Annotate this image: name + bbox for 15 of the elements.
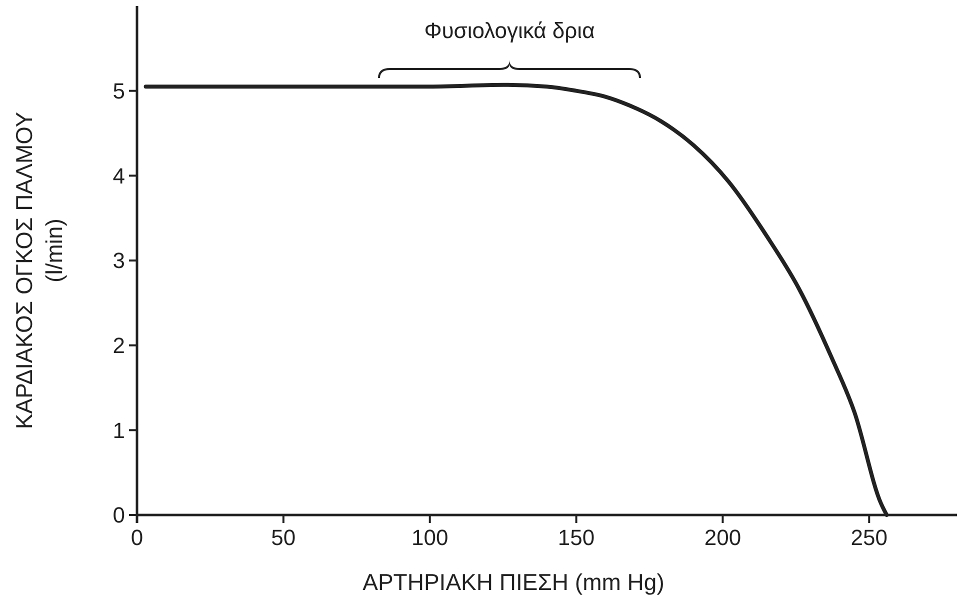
- y-tick-label: 5: [112, 78, 125, 104]
- y-tick-label: 3: [112, 248, 125, 274]
- x-tick-label: 250: [850, 525, 888, 550]
- y-tick-label: 1: [112, 418, 125, 443]
- x-tick-label: 150: [558, 525, 595, 550]
- y-axis-title: ΚΑΡΔΙΑΚΟΣ ΟΓΚΟΣ ΠΑΛΜΟΥ (l/min): [11, 112, 67, 430]
- y-tick-label: 4: [112, 163, 125, 188]
- x-tick-label: 200: [704, 525, 742, 550]
- x-tick-label: 100: [412, 525, 448, 550]
- x-tick-label: 50: [271, 525, 296, 550]
- x-axis-title: ΑΡΤΗΡΙΑΚΗ ΠΙΕΣΗ (mm Hg): [362, 569, 664, 595]
- x-tick-label: 0: [130, 525, 144, 550]
- annotation: Φυσιολογικά δρια: [424, 18, 596, 43]
- y-tick-label: 0: [112, 502, 125, 528]
- y-tick-label: 2: [112, 333, 125, 358]
